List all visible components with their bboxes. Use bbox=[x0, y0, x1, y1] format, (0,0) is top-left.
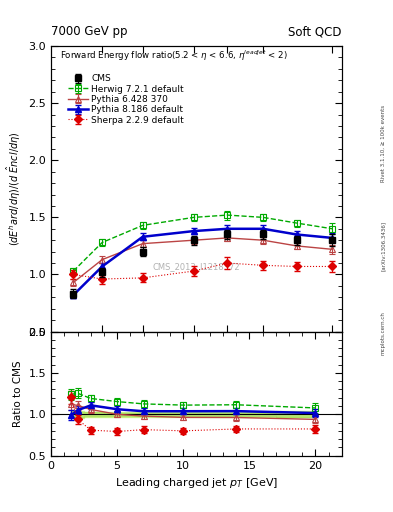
Text: Soft QCD: Soft QCD bbox=[288, 26, 342, 38]
Legend: CMS, Herwig 7.2.1 default, Pythia 6.428 370, Pythia 8.186 default, Sherpa 2.2.9 : CMS, Herwig 7.2.1 default, Pythia 6.428 … bbox=[64, 71, 188, 128]
X-axis label: Leading charged jet $p_T$ [GeV]: Leading charged jet $p_T$ [GeV] bbox=[115, 476, 278, 490]
Text: [arXiv:1306.3436]: [arXiv:1306.3436] bbox=[381, 221, 386, 271]
Text: Rivet 3.1.10, ≥ 100k events: Rivet 3.1.10, ≥ 100k events bbox=[381, 105, 386, 182]
Text: Forward Energy flow ratio(5.2 < $\eta$ < 6.6, $\eta^{leadjet}$ < 2): Forward Energy flow ratio(5.2 < $\eta$ <… bbox=[60, 49, 287, 63]
Y-axis label: $(dE^{h}ard / d\eta) / (d\ \hat{E}ncl / d\eta)$: $(dE^{h}ard / d\eta) / (d\ \hat{E}ncl / … bbox=[5, 132, 23, 246]
Text: mcplots.cern.ch: mcplots.cern.ch bbox=[381, 311, 386, 355]
Text: 7000 GeV pp: 7000 GeV pp bbox=[51, 26, 128, 38]
Text: CMS_2013_I1218372: CMS_2013_I1218372 bbox=[153, 262, 240, 271]
Y-axis label: Ratio to CMS: Ratio to CMS bbox=[13, 360, 23, 427]
